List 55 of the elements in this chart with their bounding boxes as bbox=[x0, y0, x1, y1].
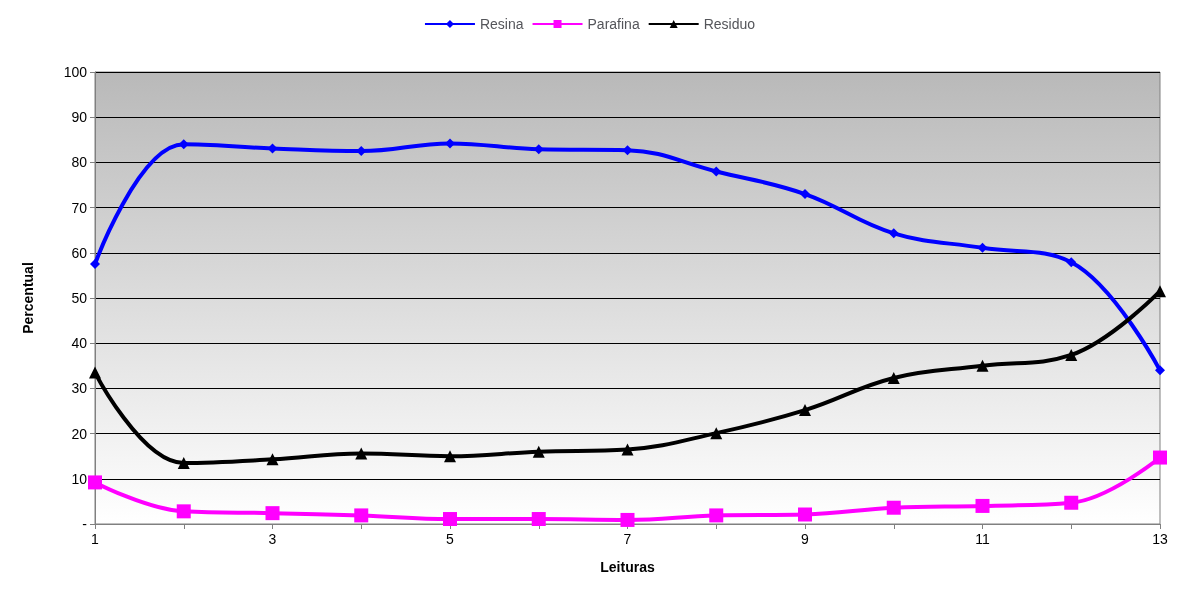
point bbox=[355, 447, 368, 460]
point bbox=[621, 443, 634, 456]
point bbox=[975, 498, 990, 513]
legend-label: Resina bbox=[479, 16, 524, 32]
point bbox=[176, 504, 191, 519]
point bbox=[800, 189, 810, 200]
point bbox=[710, 427, 723, 440]
x-tick-label: 5 bbox=[446, 531, 455, 547]
x-tick-label: 7 bbox=[623, 531, 632, 547]
y-tick-label: 40 bbox=[71, 335, 88, 352]
point bbox=[888, 228, 899, 239]
point bbox=[445, 138, 455, 149]
point bbox=[444, 450, 456, 463]
legend-label: Residuo bbox=[703, 16, 756, 32]
point bbox=[709, 508, 724, 523]
point bbox=[177, 456, 190, 469]
y-tick-label: 10 bbox=[71, 470, 88, 487]
point bbox=[88, 475, 102, 490]
y-tick-label: 100 bbox=[63, 64, 88, 80]
y-tick-label: 90 bbox=[71, 109, 88, 126]
x-tick-label: 1 bbox=[91, 531, 100, 547]
point bbox=[1153, 450, 1167, 465]
point bbox=[976, 359, 989, 372]
y-tick-label: 20 bbox=[71, 425, 88, 442]
x-tick-label: 9 bbox=[801, 531, 810, 547]
point bbox=[90, 259, 100, 270]
point bbox=[354, 508, 369, 523]
point bbox=[1065, 348, 1078, 361]
y-tick-label: 60 bbox=[71, 244, 88, 261]
point bbox=[89, 366, 101, 379]
legend-label: Parafina bbox=[587, 16, 640, 32]
y-tick-label: 50 bbox=[71, 290, 88, 306]
point bbox=[799, 404, 811, 417]
point bbox=[887, 372, 900, 384]
point bbox=[266, 453, 279, 466]
point bbox=[443, 512, 457, 527]
x-tick-label: 11 bbox=[975, 531, 990, 547]
x-tick-label: 3 bbox=[268, 531, 277, 547]
y-tick-label: 80 bbox=[71, 154, 88, 171]
x-axis-title: Leituras bbox=[600, 559, 655, 575]
y-tick-label: 70 bbox=[71, 199, 88, 216]
point bbox=[532, 445, 545, 458]
point bbox=[531, 512, 546, 527]
y-tick-label: - bbox=[82, 516, 88, 532]
point bbox=[1155, 365, 1165, 376]
point bbox=[1066, 257, 1077, 268]
point bbox=[265, 506, 280, 521]
point bbox=[798, 507, 812, 522]
point bbox=[711, 166, 722, 177]
point bbox=[1064, 495, 1079, 510]
y-tick-label: 30 bbox=[71, 380, 88, 397]
point bbox=[620, 512, 635, 527]
x-tick-label: 13 bbox=[1152, 531, 1168, 547]
point bbox=[886, 500, 901, 515]
y-axis-title: Percentual bbox=[20, 262, 36, 334]
